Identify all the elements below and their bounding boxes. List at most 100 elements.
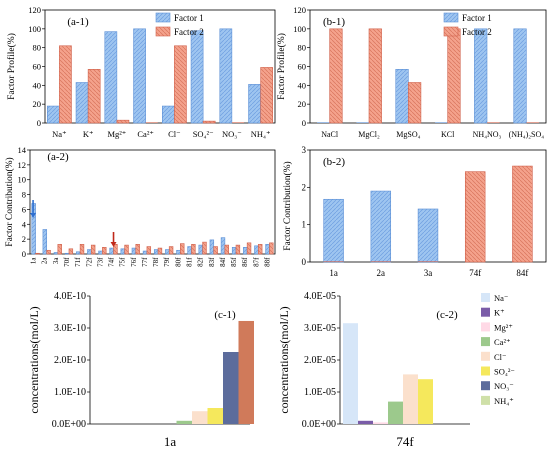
y-axis-label: concentrations(mol/L) [277, 306, 291, 413]
x-axis-label: 1a [164, 434, 177, 449]
y-tick-label: 2.0E-05 [304, 355, 336, 366]
y-tick-label: 3.0E-10 [54, 323, 86, 334]
bar-factor1 [513, 28, 527, 124]
x-tick-label: NH₄⁺ [251, 129, 271, 139]
x-tick-label: 3a [52, 257, 60, 265]
x-tick-label: 80f [174, 257, 182, 267]
x-tick-label: SO₄²⁻ [193, 129, 214, 139]
bar-factor1 [176, 249, 181, 255]
bar-factor1 [435, 122, 448, 123]
bar-factor2 [146, 246, 152, 255]
y-tick-label: 14 [18, 145, 27, 155]
bar-factor2 [191, 244, 196, 255]
y-tick-label: 80 [298, 43, 307, 53]
y-tick-label: 1.0E-05 [304, 387, 336, 398]
legend-swatch [443, 12, 459, 23]
x-tick-label: 78f [152, 257, 160, 267]
bar-ion [343, 323, 358, 424]
y-tick-label: 0 [37, 118, 41, 128]
legend-label: Factor 1 [174, 13, 204, 23]
legend-label: NH₄⁺ [494, 396, 514, 406]
y-tick-label: 0.0E+00 [52, 419, 86, 430]
x-tick-label: 77f [141, 257, 149, 267]
bar-factor1 [231, 247, 237, 255]
y-tick-label: 20 [298, 99, 307, 109]
y-tick-label: 2 [22, 234, 26, 244]
legend-label: Factor 1 [462, 13, 492, 23]
bar-factor2 [235, 244, 241, 255]
y-tick-label: 60 [33, 62, 42, 72]
x-tick-label: NO₃⁻ [222, 129, 242, 139]
y-axis-label: Factor Profile(%) [6, 33, 17, 100]
bar-factor1 [98, 250, 103, 255]
x-tick-label: 70f [63, 257, 71, 267]
legend-label: K⁺ [494, 308, 505, 318]
bar-factor1 [64, 252, 70, 255]
legend-swatch [481, 381, 490, 391]
legend-swatch [481, 395, 490, 405]
y-tick-label: 100 [293, 24, 306, 34]
bar-factor2 [102, 247, 107, 255]
bar-factor2 [370, 261, 391, 262]
bar-factor2 [116, 119, 130, 124]
x-tick-label: 87f [252, 257, 260, 267]
bar-factor2 [512, 165, 533, 263]
legend-swatch [481, 307, 490, 317]
y-tick-label: 3.0E-05 [304, 323, 336, 334]
legend-swatch [481, 322, 490, 332]
x-tick-label: 3a [424, 268, 433, 278]
bar-factor1 [187, 246, 192, 255]
y-tick-label: 4.0E-05 [304, 291, 336, 302]
x-tick-label: Mg²⁺ [107, 129, 126, 139]
legend-swatch [443, 26, 459, 37]
bar-factor1 [370, 190, 392, 263]
arrow-red-head [110, 242, 117, 247]
legend-swatch [481, 351, 490, 361]
bar-factor1 [53, 252, 59, 255]
bar-factor2 [368, 28, 382, 124]
y-tick-label: 120 [293, 5, 306, 15]
bar-factor1 [209, 239, 215, 255]
bar-factor2 [87, 69, 101, 124]
bar-factor1 [109, 247, 114, 255]
bar-ion [388, 401, 403, 424]
legend-label: Factor 2 [462, 27, 492, 37]
x-tick-label: 74f [108, 257, 116, 267]
bar-factor2 [329, 28, 343, 124]
bar-factor1 [417, 208, 439, 263]
x-tick-label: 81f [185, 257, 193, 267]
bar-factor2 [46, 249, 51, 255]
bar-factor2 [68, 248, 74, 255]
legend-label: Factor 2 [174, 27, 204, 37]
bar-ion [207, 408, 223, 424]
arrow-blue-head [30, 213, 37, 218]
panel-label: (c-2) [436, 309, 458, 321]
x-tick-label: 74f [469, 268, 481, 278]
bar-factor1 [219, 28, 233, 124]
bar-factor1 [120, 248, 125, 255]
x-tick-label: KCl [441, 130, 455, 139]
bar-factor2 [447, 28, 461, 124]
x-axis-label: 74f [396, 434, 414, 449]
legend-label: Na⁻ [494, 293, 508, 303]
x-tick-label: Na⁺ [52, 129, 66, 139]
bar-factor2 [180, 243, 185, 255]
bar-factor2 [135, 244, 140, 255]
bar-factor2 [168, 246, 174, 255]
bar-factor2 [113, 244, 118, 255]
y-tick-label: 0.0E+00 [302, 419, 336, 430]
bar-factor1 [198, 244, 203, 255]
y-tick-label: 6 [22, 204, 26, 214]
bar-factor1 [142, 250, 148, 255]
panel-label: (a-2) [47, 151, 69, 163]
y-tick-label: 12 [18, 160, 27, 170]
bar-factor2 [79, 244, 85, 255]
bar-factor1 [42, 229, 48, 255]
bar-ion [403, 374, 418, 424]
bar-factor2 [157, 247, 163, 255]
bar-factor1 [153, 249, 159, 255]
bar-factor1 [190, 30, 204, 124]
x-tick-label: 84f [219, 257, 227, 267]
plot-area-b1 [309, 9, 547, 124]
y-tick-label: 2 [302, 182, 307, 192]
